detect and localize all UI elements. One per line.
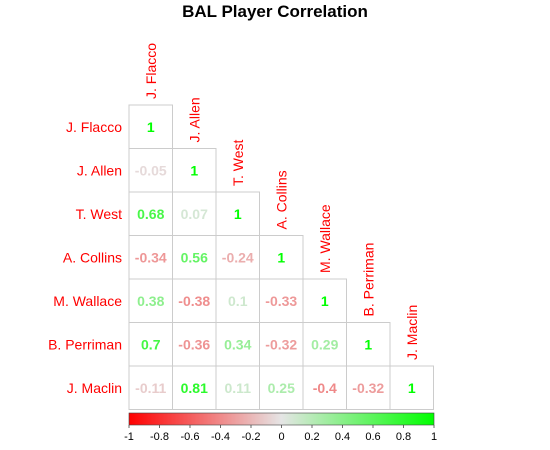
legend-tick-label: -0.2: [242, 431, 261, 443]
cell-value: 1: [364, 336, 372, 352]
cell-value: 1: [277, 249, 285, 265]
cell-a-collins-a-collins: [259, 235, 304, 280]
cell-j-maclin-j-maclin: [389, 365, 434, 410]
legend-tick-label: 1: [431, 431, 437, 443]
column-label-a-collins: A. Collins: [273, 170, 289, 229]
legend-tick-label: 0.6: [365, 431, 380, 443]
cell-value: 1: [234, 206, 242, 222]
cell-value: 1: [190, 162, 198, 178]
cell-value: 0.34: [224, 336, 251, 352]
legend-tick-label: 0: [278, 431, 284, 443]
column-label-j-maclin: J. Maclin: [404, 305, 420, 360]
cell-j-maclin-j-allen: [172, 365, 217, 410]
cell-value: -0.38: [178, 293, 210, 309]
cell-m-wallace-m-wallace: [302, 278, 347, 323]
row-labels: J. Flacco J. Allen T. West A. Collins M. Wal…: [48, 119, 122, 396]
cell-value: -0.32: [265, 336, 297, 352]
cell-b-perriman-j-flacco: [128, 322, 173, 367]
row-label-j-maclin: J. Maclin: [67, 380, 122, 396]
legend-tick-label: 0.2: [304, 431, 319, 443]
legend-gradient-bar: [128, 412, 435, 426]
column-label-j-allen: J. Allen: [186, 97, 202, 142]
column-label-b-perriman: B. Perriman: [360, 243, 376, 317]
cell-value: 0.1: [228, 293, 248, 309]
cell-t-west-t-west: [215, 191, 260, 236]
color-legend: -1 -0.8 -0.6 -0.4 -0.2 0 0.2 0.4 0.6 0.8 1: [124, 412, 437, 443]
row-label-a-collins: A. Collins: [63, 249, 122, 265]
cell-a-collins-j-allen: [172, 235, 217, 280]
legend-tick-label: 0.4: [335, 431, 350, 443]
cell-m-wallace-j-flacco: [128, 278, 173, 323]
cell-b-perriman-a-collins: [259, 322, 304, 367]
cell-j-maclin-j-flacco: [128, 365, 173, 410]
cell-value: 0.11: [225, 380, 252, 396]
legend-tick-label: -0.4: [211, 431, 230, 443]
cell-m-wallace-t-west: [215, 278, 260, 323]
cell-j-maclin-t-west: [215, 365, 260, 410]
cell-m-wallace-a-collins: [259, 278, 304, 323]
cell-value: 0.25: [268, 380, 295, 396]
cell-b-perriman-b-perriman: [346, 322, 391, 367]
cell-value: 0.56: [181, 249, 208, 265]
row-label-j-flacco: J. Flacco: [66, 119, 122, 135]
cell-value: -0.24: [222, 249, 254, 265]
cell-value: -0.33: [265, 293, 297, 309]
legend-tick-label: -0.8: [150, 431, 169, 443]
cell-a-collins-j-flacco: [128, 235, 173, 280]
cell-b-perriman-j-allen: [172, 322, 217, 367]
legend-tick-label: -0.6: [181, 431, 200, 443]
cell-value: 1: [321, 293, 329, 309]
cell-value: -0.11: [135, 380, 166, 396]
cell-b-perriman-m-wallace: [302, 322, 347, 367]
column-label-t-west: T. West: [230, 139, 246, 186]
chart-title: BAL Player Correlation: [182, 2, 368, 21]
cell-value: 1: [408, 380, 416, 396]
cell-value: -0.32: [352, 380, 384, 396]
cell-value: -0.34: [135, 249, 167, 265]
column-label-m-wallace: M. Wallace: [317, 204, 333, 273]
cell-j-maclin-b-perriman: [346, 365, 391, 410]
cell-value: 0.38: [137, 293, 164, 309]
row-label-m-wallace: M. Wallace: [53, 293, 122, 309]
cell-value: 0.7: [141, 336, 161, 352]
row-label-b-perriman: B. Perriman: [48, 336, 122, 352]
cell-value: 1: [147, 119, 155, 135]
cell-value: 0.29: [311, 336, 338, 352]
legend-tick-label: -1: [124, 431, 134, 443]
cell-value: 0.07: [181, 206, 208, 222]
column-labels: J. Flacco J. Allen T. West A. Collins M. Wal…: [143, 43, 420, 360]
correlation-cells: 1 -0.05 1 0.68 0.07 1 -0.34 0.56 -0.24 1 0.38 -0.38…: [128, 104, 434, 410]
cell-value: 0.68: [137, 206, 164, 222]
cell-m-wallace-j-allen: [172, 278, 217, 323]
cell-value: -0.36: [178, 336, 210, 352]
column-label-j-flacco: J. Flacco: [143, 43, 159, 99]
cell-j-flacco-j-flacco: [128, 104, 173, 149]
cell-value: -0.4: [313, 380, 337, 396]
cell-value: 0.81: [181, 380, 208, 396]
row-label-t-west: T. West: [76, 206, 123, 222]
row-label-j-allen: J. Allen: [77, 162, 122, 178]
legend-tick-label: 0.8: [396, 431, 411, 443]
cell-value: -0.05: [135, 162, 167, 178]
